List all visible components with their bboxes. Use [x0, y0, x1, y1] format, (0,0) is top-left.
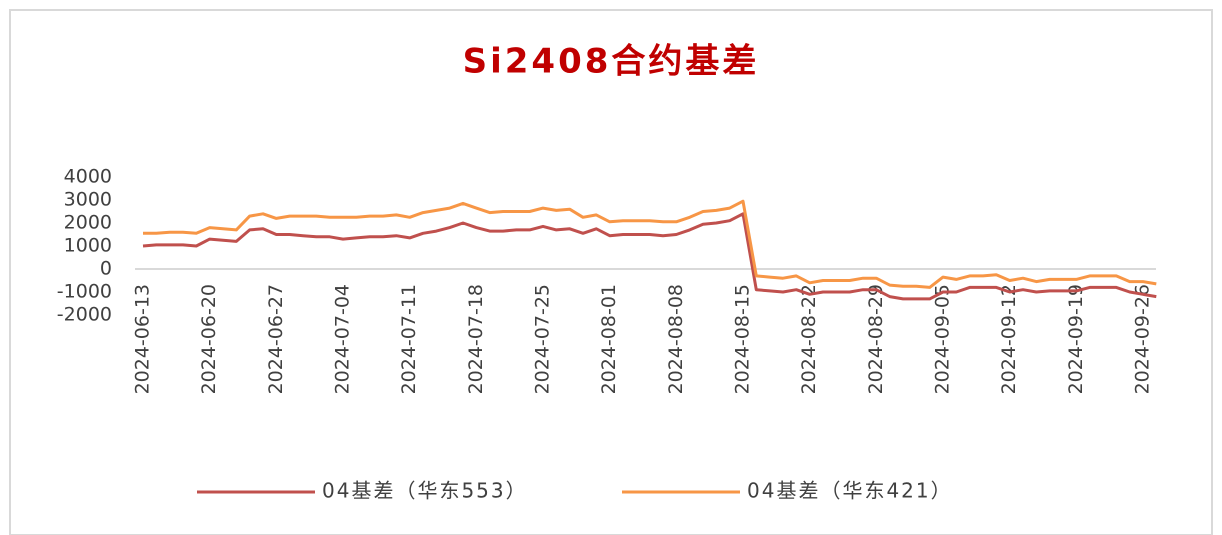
y-tick-label: -1000 [57, 281, 112, 303]
x-tick-label: 2024-07-18 [465, 284, 487, 394]
x-tick-label: 2024-08-15 [732, 284, 754, 394]
legend-label: 04基差（华东421） [747, 479, 953, 503]
x-tick-label: 2024-07-04 [332, 284, 354, 394]
series-line [142, 212, 1157, 301]
x-tick-label: 2024-06-27 [265, 284, 287, 394]
chart-title: Si2408合约基差 [463, 42, 760, 82]
x-tick-label: 2024-06-20 [198, 284, 220, 394]
y-tick-label: 2000 [64, 212, 112, 234]
x-tick-label: 2024-09-05 [932, 284, 954, 394]
x-tick-label: 2024-06-13 [132, 284, 154, 394]
x-tick-label: 2024-08-29 [865, 284, 887, 394]
series-line [143, 199, 1157, 289]
x-tick-label: 2024-09-26 [1132, 284, 1154, 394]
x-tick-label: 2024-07-11 [398, 284, 420, 394]
x-tick-label: 2024-09-12 [998, 284, 1020, 394]
chart-frame [9, 9, 1213, 535]
x-tick-label: 2024-08-22 [798, 284, 820, 394]
x-tick-label: 2024-09-19 [1065, 284, 1087, 394]
y-tick-label: 1000 [64, 235, 112, 257]
x-tick-label: 2024-08-01 [598, 284, 620, 394]
x-tick-label: 2024-07-25 [532, 284, 554, 394]
y-tick-label: -2000 [57, 304, 112, 326]
y-tick-label: 3000 [64, 189, 112, 211]
legend-label: 04基差（华东553） [322, 479, 528, 503]
x-tick-label: 2024-08-08 [665, 284, 687, 394]
y-tick-label: 0 [100, 258, 112, 280]
y-tick-label: 4000 [64, 166, 112, 188]
